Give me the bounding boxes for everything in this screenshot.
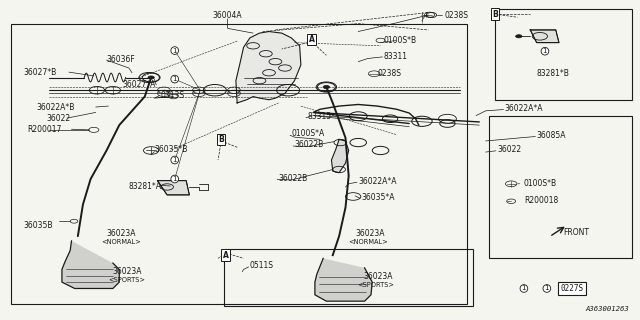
Text: 83281*B: 83281*B	[537, 69, 570, 78]
Polygon shape	[157, 180, 189, 195]
Text: 1: 1	[545, 285, 549, 292]
Text: A: A	[308, 35, 315, 44]
Text: 1: 1	[172, 157, 177, 163]
Polygon shape	[62, 241, 119, 288]
Text: 36004A: 36004A	[212, 11, 243, 20]
Text: 0227S: 0227S	[560, 284, 583, 293]
Text: R200017: R200017	[27, 125, 61, 134]
Polygon shape	[332, 140, 349, 173]
Text: 36022B: 36022B	[278, 173, 308, 183]
Text: 0313S: 0313S	[161, 91, 185, 100]
Polygon shape	[315, 258, 372, 301]
Text: 83315: 83315	[307, 112, 332, 121]
Text: A363001263: A363001263	[586, 306, 629, 312]
Text: 36022: 36022	[46, 114, 70, 123]
Text: 36023A: 36023A	[113, 267, 143, 276]
Text: 0511S: 0511S	[250, 261, 274, 270]
Text: B: B	[492, 10, 498, 19]
Text: 36035*B: 36035*B	[154, 145, 188, 154]
Text: 36035B: 36035B	[24, 221, 53, 230]
Text: A: A	[223, 251, 228, 260]
Bar	[11, 24, 467, 304]
Text: 0100S*B: 0100S*B	[384, 36, 417, 45]
Text: 83311: 83311	[384, 52, 408, 61]
Text: 36022B: 36022B	[294, 140, 324, 149]
Text: FRONT: FRONT	[563, 228, 589, 237]
Circle shape	[516, 35, 522, 38]
Text: 36022: 36022	[497, 145, 521, 154]
Text: 0238S: 0238S	[378, 69, 401, 78]
Text: 1: 1	[172, 48, 177, 53]
Text: 1: 1	[543, 48, 547, 54]
Text: <SPORTS>: <SPORTS>	[108, 276, 145, 283]
Text: 1: 1	[172, 176, 177, 182]
Text: 36027*B: 36027*B	[24, 68, 57, 76]
Text: 36022A*A: 36022A*A	[358, 177, 397, 186]
Text: <NORMAL>: <NORMAL>	[349, 239, 388, 245]
Circle shape	[323, 85, 330, 89]
Text: 0238S: 0238S	[444, 11, 468, 20]
Text: B: B	[218, 135, 224, 144]
Text: 36085A: 36085A	[537, 131, 566, 140]
Bar	[225, 249, 473, 306]
Polygon shape	[531, 30, 559, 43]
Bar	[495, 9, 632, 100]
Text: 0100S*A: 0100S*A	[291, 130, 324, 139]
Text: 36022A*B: 36022A*B	[36, 102, 75, 112]
Text: R200018: R200018	[524, 196, 558, 205]
Text: 36035*A: 36035*A	[362, 193, 395, 202]
Text: 36027*A: 36027*A	[122, 80, 156, 89]
Polygon shape	[236, 32, 301, 103]
Text: 0100S*B: 0100S*B	[524, 179, 557, 188]
Text: 83281*A: 83281*A	[129, 181, 162, 190]
Text: <SPORTS>: <SPORTS>	[357, 282, 394, 288]
Text: 36022A*A: 36022A*A	[505, 104, 543, 113]
Bar	[489, 116, 632, 258]
Text: <NORMAL>: <NORMAL>	[101, 239, 141, 245]
Circle shape	[148, 76, 154, 79]
Text: 1: 1	[522, 285, 526, 292]
Text: 1: 1	[172, 76, 177, 82]
Text: 36023A: 36023A	[364, 272, 393, 281]
Text: 36023A: 36023A	[355, 229, 385, 238]
Text: 36036F: 36036F	[106, 55, 135, 64]
Text: 36023A: 36023A	[106, 229, 136, 238]
